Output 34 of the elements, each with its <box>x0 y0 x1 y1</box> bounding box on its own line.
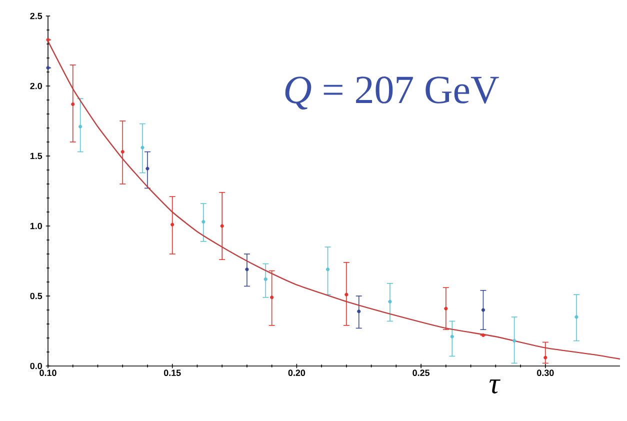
point <box>344 292 348 296</box>
x-tick-label: 0.25 <box>412 370 430 376</box>
point <box>146 166 150 170</box>
x-tick-label: 0.20 <box>288 370 306 376</box>
annotation: Q = 207 GeV <box>285 76 499 110</box>
point <box>270 296 274 300</box>
point <box>326 268 330 272</box>
point <box>357 310 361 314</box>
point <box>71 102 75 106</box>
point <box>388 300 392 304</box>
y-tick-label: 2.0 <box>30 82 42 90</box>
x-axis-title: τ <box>489 379 500 394</box>
point <box>245 268 249 272</box>
point <box>444 306 448 310</box>
point <box>544 356 548 360</box>
point <box>78 124 82 128</box>
y-tick-label: 0.0 <box>30 362 42 370</box>
x-tick-label: 0.15 <box>164 370 181 376</box>
point <box>202 220 206 224</box>
point <box>120 150 124 154</box>
y-tick-label: 0.5 <box>30 292 42 300</box>
x-tick-label: 0.10 <box>40 370 56 376</box>
y-tick-label: 1.0 <box>30 222 42 230</box>
point <box>220 224 224 228</box>
x-tick-label: 0.30 <box>537 370 554 376</box>
y-tick-label: 1.5 <box>30 152 42 160</box>
point <box>512 339 516 343</box>
y-tick-label: 2.5 <box>30 12 42 20</box>
point <box>574 315 578 319</box>
point <box>450 334 454 338</box>
point <box>481 308 486 312</box>
point <box>140 146 144 150</box>
point <box>170 222 174 226</box>
point <box>264 277 268 281</box>
